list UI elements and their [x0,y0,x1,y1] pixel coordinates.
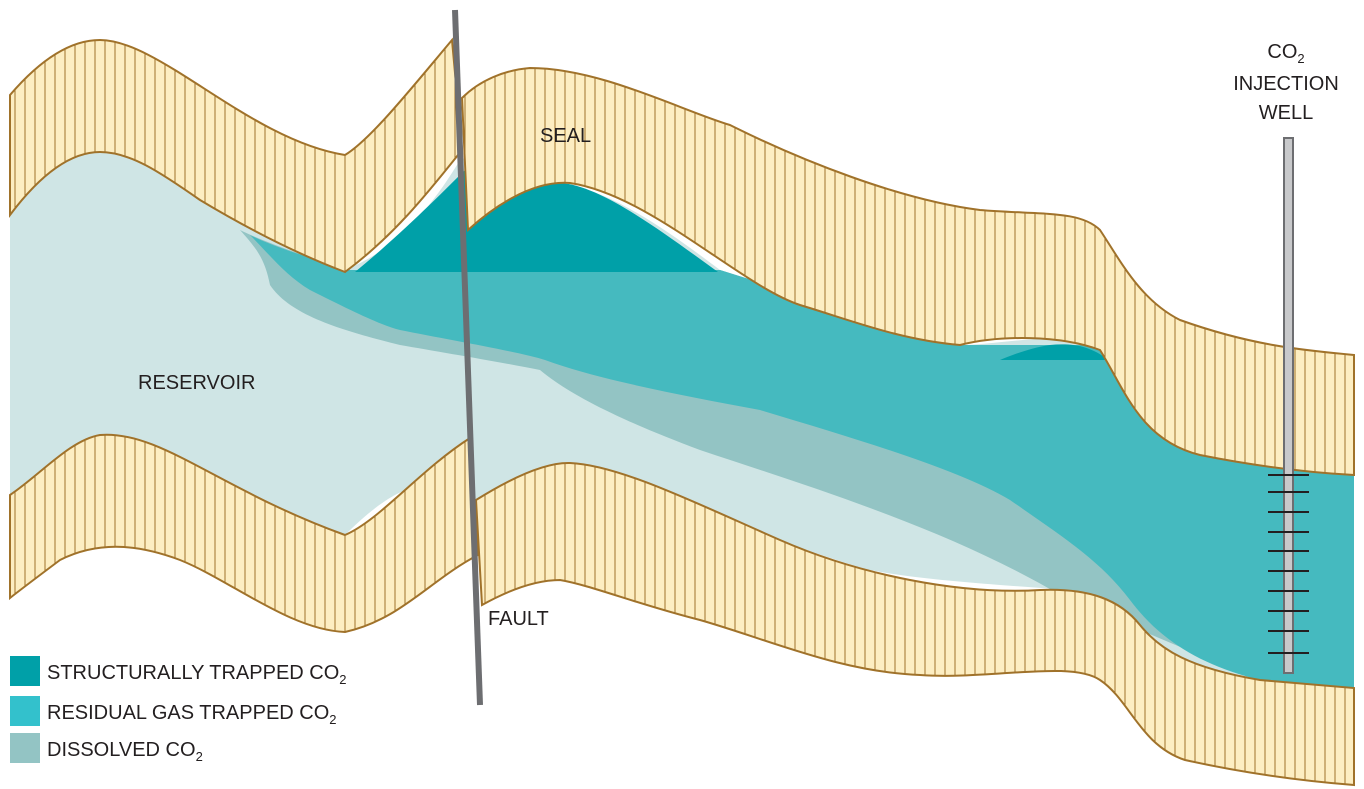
structural-co2-crest [470,183,718,272]
well-label-co: CO [1267,41,1297,63]
reservoir-label: RESERVOIR [138,372,255,394]
well-label-line1: CO2 [1267,41,1304,66]
structural-co2-pocket [1000,344,1108,360]
structural-co2-left [355,165,470,272]
seal-bottom-right [474,461,1355,787]
legend-swatch-dissolved [10,733,40,763]
well-label-line2: INJECTION [1233,73,1339,95]
legend-label-dissolved: DISSOLVED CO2 [47,739,203,764]
seal-bottom-left [9,433,480,634]
well-label-line3: WELL [1259,102,1313,124]
seal-label: SEAL [540,125,591,147]
injection-well [1283,137,1294,674]
legend-swatch-residual [10,696,40,726]
legend-label-residual: RESIDUAL GAS TRAPPED CO2 [47,702,337,727]
legend: STRUCTURALLY TRAPPED CO2 RESIDUAL GAS TR… [10,656,347,764]
seal-top-left [9,37,464,274]
fault-line [452,9,483,706]
seal-top-right [460,66,1355,477]
well-label-sub: 2 [1297,51,1304,66]
legend-swatch-structural [10,656,40,686]
well-perforations [1268,474,1309,654]
legend-label-structural: STRUCTURALLY TRAPPED CO2 [47,662,347,687]
fault-label: FAULT [488,608,549,630]
